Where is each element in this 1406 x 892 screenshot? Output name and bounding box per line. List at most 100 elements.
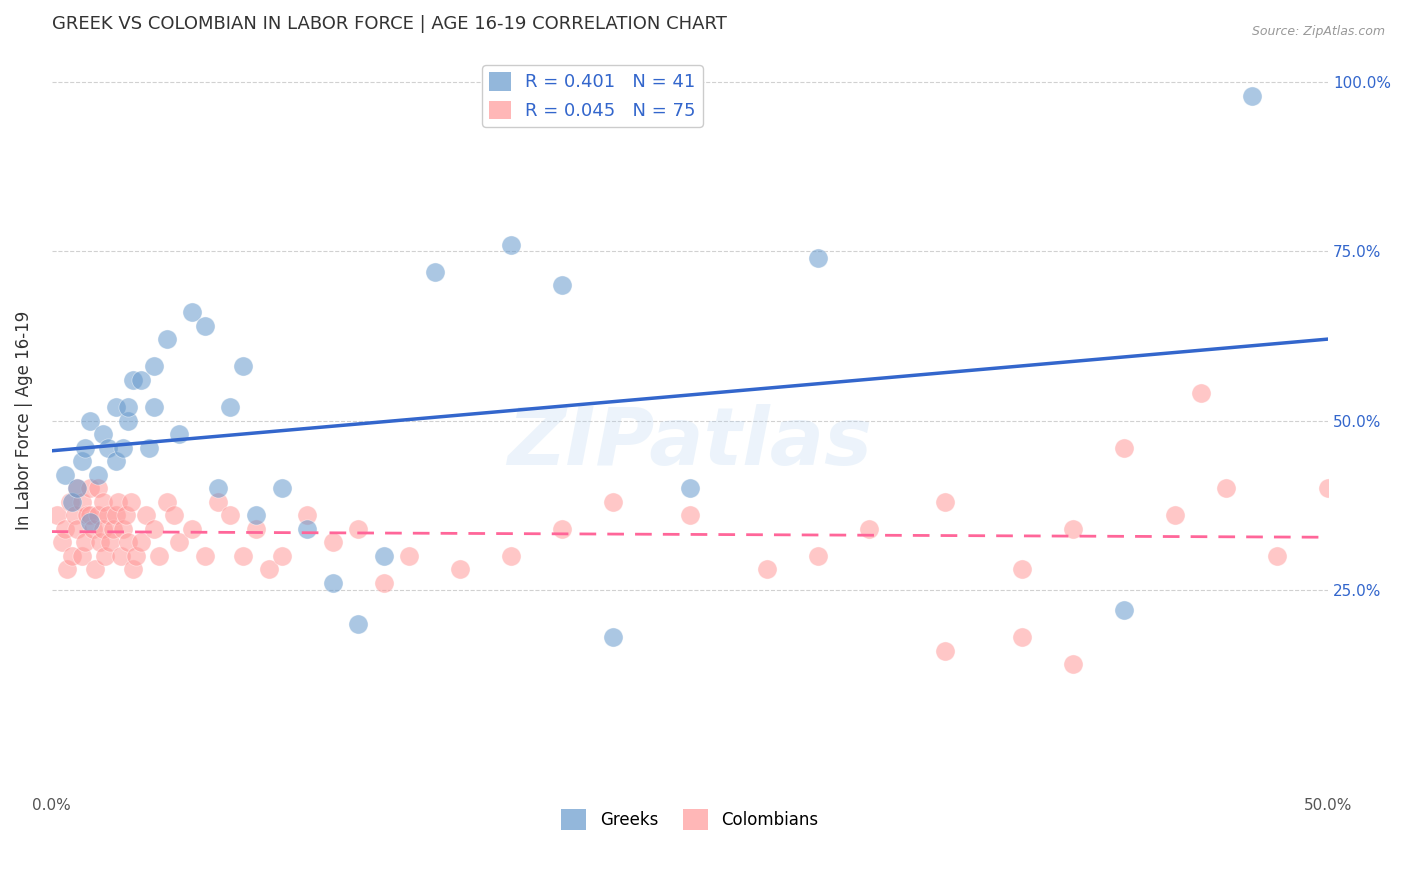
Point: [79, 481, 101, 495]
Point: [60, 494, 83, 508]
Point: [551, 278, 574, 293]
Point: [1240, 88, 1263, 103]
Point: [232, 549, 254, 563]
Point: [60, 549, 83, 563]
Text: ZIPatlas: ZIPatlas: [508, 404, 873, 482]
Point: [89, 535, 111, 549]
Point: [104, 400, 127, 414]
Point: [104, 508, 127, 523]
Point: [270, 549, 292, 563]
Point: [1062, 522, 1084, 536]
Point: [232, 359, 254, 374]
Point: [169, 427, 191, 442]
Point: [117, 535, 139, 549]
Point: [156, 332, 179, 346]
Point: [163, 508, 186, 523]
Text: Source: ZipAtlas.com: Source: ZipAtlas.com: [1251, 25, 1385, 38]
Point: [97, 441, 120, 455]
Point: [86, 508, 108, 523]
Point: [156, 494, 179, 508]
Point: [125, 549, 148, 563]
Point: [1011, 562, 1033, 576]
Point: [107, 494, 129, 508]
Point: [84, 562, 107, 576]
Point: [806, 549, 828, 563]
Point: [82, 522, 104, 536]
Point: [59, 494, 82, 508]
Point: [501, 237, 523, 252]
Point: [73, 535, 96, 549]
Point: [347, 522, 370, 536]
Legend: Greeks, Colombians: Greeks, Colombians: [555, 803, 825, 837]
Point: [45, 508, 67, 523]
Point: [142, 522, 165, 536]
Point: [347, 616, 370, 631]
Point: [129, 373, 152, 387]
Point: [806, 251, 828, 265]
Point: [270, 481, 292, 495]
Point: [79, 413, 101, 427]
Point: [551, 522, 574, 536]
Point: [94, 549, 117, 563]
Point: [86, 481, 108, 495]
Point: [148, 549, 170, 563]
Point: [398, 549, 420, 563]
Point: [117, 413, 139, 427]
Point: [66, 481, 89, 495]
Point: [117, 400, 139, 414]
Point: [194, 318, 217, 333]
Point: [602, 630, 624, 644]
Point: [1011, 630, 1033, 644]
Point: [219, 400, 242, 414]
Point: [373, 549, 395, 563]
Point: [122, 562, 145, 576]
Point: [679, 508, 702, 523]
Point: [1215, 481, 1237, 495]
Point: [53, 467, 76, 482]
Point: [755, 562, 778, 576]
Point: [142, 359, 165, 374]
Point: [257, 562, 280, 576]
Point: [1112, 441, 1135, 455]
Point: [129, 535, 152, 549]
Point: [72, 494, 94, 508]
Point: [135, 508, 157, 523]
Point: [73, 441, 96, 455]
Point: [86, 467, 108, 482]
Point: [194, 549, 217, 563]
Point: [53, 522, 76, 536]
Point: [51, 535, 73, 549]
Point: [142, 400, 165, 414]
Point: [373, 576, 395, 591]
Point: [181, 305, 204, 319]
Point: [72, 549, 94, 563]
Point: [91, 522, 114, 536]
Point: [1189, 386, 1212, 401]
Point: [66, 522, 89, 536]
Point: [91, 494, 114, 508]
Point: [858, 522, 880, 536]
Point: [449, 562, 471, 576]
Point: [112, 441, 135, 455]
Point: [79, 515, 101, 529]
Point: [1062, 657, 1084, 672]
Point: [679, 481, 702, 495]
Point: [79, 508, 101, 523]
Point: [97, 508, 120, 523]
Point: [169, 535, 191, 549]
Text: GREEK VS COLOMBIAN IN LABOR FORCE | AGE 16-19 CORRELATION CHART: GREEK VS COLOMBIAN IN LABOR FORCE | AGE …: [52, 15, 727, 33]
Point: [245, 508, 267, 523]
Point: [1317, 481, 1340, 495]
Point: [120, 494, 142, 508]
Point: [72, 454, 94, 468]
Point: [934, 494, 956, 508]
Point: [63, 508, 86, 523]
Point: [76, 508, 98, 523]
Point: [1164, 508, 1187, 523]
Point: [295, 522, 318, 536]
Point: [322, 576, 344, 591]
Point: [245, 522, 267, 536]
Point: [207, 494, 229, 508]
Point: [114, 508, 136, 523]
Point: [1265, 549, 1288, 563]
